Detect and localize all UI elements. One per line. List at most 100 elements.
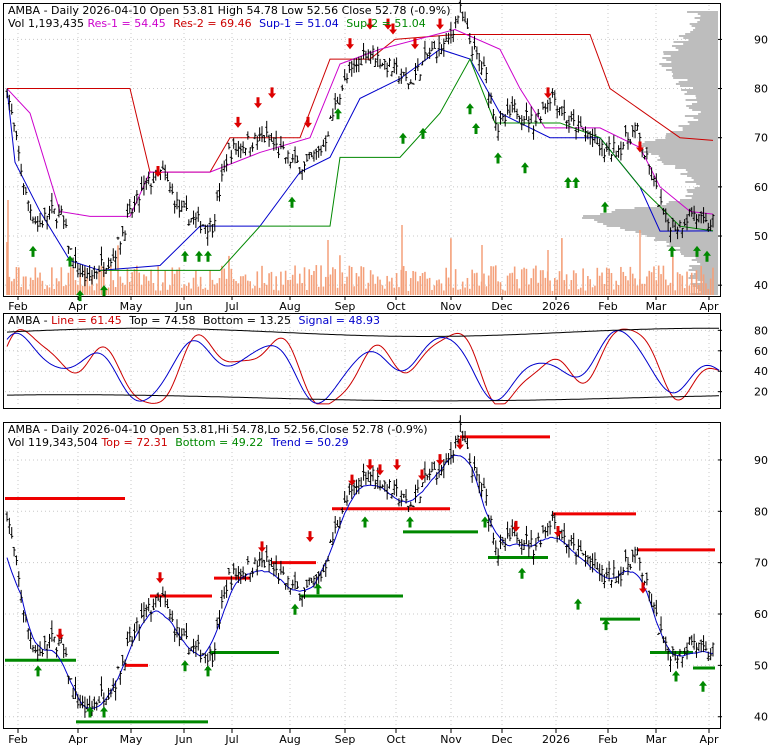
volume-bar-40 (100, 266, 103, 295)
volume-bar-263 (627, 280, 629, 295)
volume-bar-251 (598, 275, 601, 295)
volume-bar-293 (698, 284, 700, 295)
volume-bar-6 (20, 287, 22, 295)
mid-bottom-label: Bottom = 13.25 (203, 314, 291, 327)
profile-bar (696, 183, 718, 185)
volume-bar-299 (712, 267, 714, 295)
bot-up-arrow-1 (86, 706, 94, 718)
volume-bar-29 (74, 280, 77, 295)
volume-bar-250 (596, 267, 599, 295)
volume-bar-207 (494, 265, 497, 295)
volume-bar-259 (617, 285, 620, 295)
top-panel-frame (3, 3, 721, 297)
volume-bar-161 (386, 275, 388, 295)
profile-bar (683, 37, 718, 39)
profile-bar (679, 199, 718, 201)
volume-bar-260 (620, 266, 622, 295)
volume-bar-219 (523, 267, 525, 295)
volume-bar-183 (438, 279, 440, 295)
volume-bar-48 (119, 276, 122, 295)
volume-bar-198 (473, 273, 476, 295)
volume-bar-123 (296, 283, 299, 295)
volume-bar-39 (98, 270, 100, 295)
profile-bar (695, 271, 718, 273)
volume-bar-124 (298, 273, 301, 295)
bot-up-arrow-13 (672, 670, 680, 682)
profile-bar (682, 129, 718, 131)
volume-bar-168 (402, 266, 405, 295)
bot-x-label-9: Dec (491, 733, 512, 745)
top-x-axis: Feb Apr May Jun Jul Aug Sep Oct Nov Dec 2026 Feb Mar… (8, 296, 719, 313)
profile-bar (640, 151, 718, 153)
volume-bar-30 (77, 284, 79, 295)
volume-bar-102 (247, 280, 249, 295)
bot-down-arrow-7 (393, 459, 401, 471)
volume-bar-234 (558, 271, 561, 295)
volume-bar-38 (95, 283, 98, 295)
profile-bar (671, 67, 718, 69)
volume-bar-180 (431, 289, 433, 295)
top-y-label-4: 50 (754, 230, 768, 243)
volume-bar-241 (575, 273, 577, 295)
volume-bar-245 (584, 290, 587, 295)
volume-bar-42 (105, 288, 107, 295)
bot-up-arrow-3 (181, 660, 189, 672)
top-up-arrow-6 (204, 250, 212, 262)
bottom-grid (5, 424, 718, 727)
top-down-arrow-13 (636, 141, 644, 153)
volume-bar-155 (372, 274, 374, 295)
bottom-x-axis: Feb Apr May Jun Jul Aug Sep Oct Nov Dec 2026 Feb Mar… (8, 729, 719, 745)
top-up-arrow-1 (66, 255, 74, 267)
volume-bar-69 (169, 285, 171, 295)
profile-bar (699, 185, 718, 187)
profile-bar (660, 157, 718, 159)
bottom-header: AMBA - Daily 2026-04-10 Open 53.81,Hi 54… (8, 423, 428, 449)
profile-bar (691, 197, 718, 199)
profile-bar (687, 191, 718, 193)
volume-bar-170 (407, 290, 410, 295)
volume-bar-215 (513, 266, 516, 295)
volume-bar-1 (8, 276, 11, 295)
profile-bar (684, 115, 718, 117)
volume-bar-186 (445, 267, 447, 295)
bot-up-arrow-12 (602, 619, 610, 631)
volume-bar-4 (15, 266, 18, 295)
profile-bar (685, 181, 718, 183)
top-down-arrow-8 (389, 23, 397, 35)
top-down-arrow-0 (154, 166, 162, 178)
profile-bar (681, 89, 718, 91)
volume-bar-70 (171, 267, 174, 295)
top-down-arrow-10 (436, 18, 444, 30)
bot-down-arrow-3 (306, 531, 314, 543)
volume-bar-173 (414, 271, 417, 295)
profile-bar (683, 43, 718, 45)
volume-bar-17 (46, 285, 48, 295)
mid-top-label: Top = 74.58 (128, 314, 195, 327)
top-up-arrow-13 (494, 152, 502, 164)
profile-bar (697, 101, 718, 103)
volume-bar-147 (353, 286, 355, 295)
profile-bar (688, 269, 718, 271)
bot-y-label-0: 90 (754, 454, 768, 467)
bot-y-label-4: 50 (754, 659, 768, 672)
profile-bar (651, 153, 718, 155)
bot-x-label-11: Feb (598, 733, 617, 745)
res1-label: Res-1 = 54.45 (87, 17, 165, 30)
bot-y-label-2: 70 (754, 557, 768, 570)
profile-bar (688, 39, 718, 41)
profile-bar (695, 95, 718, 97)
bot-bottom-label: Bottom = 49.22 (175, 436, 263, 449)
top-header-line2: Vol 1,193,435 Res-1 = 54.45 Res-2 = 69.4… (8, 17, 426, 30)
volume-bar-298 (709, 278, 712, 295)
profile-bar (666, 203, 718, 205)
profile-bar (659, 63, 718, 65)
top-up-arrow-9 (399, 132, 407, 144)
sup2-line (100, 57, 714, 271)
volume-bar-249 (594, 285, 596, 295)
profile-bar (661, 161, 718, 163)
volume-bar-43 (107, 287, 110, 295)
profile-bar (691, 259, 718, 261)
profile-bar (685, 99, 718, 101)
profile-bar (635, 231, 718, 233)
volume-bar-45 (112, 280, 115, 295)
